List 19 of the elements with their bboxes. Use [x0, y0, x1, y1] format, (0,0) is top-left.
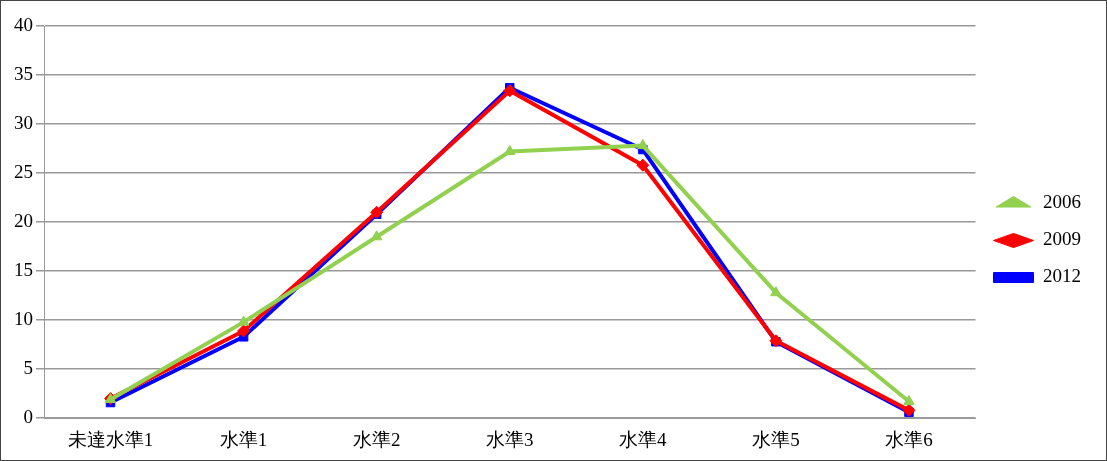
y-tick-label: 10: [14, 308, 33, 330]
x-tick-label: 水準3: [486, 428, 534, 450]
y-tick-label: 15: [14, 259, 33, 281]
x-tick-label: 水準4: [619, 428, 668, 450]
legend-label: 2009: [1043, 228, 1081, 250]
y-tick-label: 20: [14, 210, 33, 232]
y-tick-label: 0: [23, 406, 33, 428]
y-tick-label: 35: [14, 63, 33, 85]
x-tick-label: 水準6: [885, 428, 933, 450]
legend-label: 2006: [1043, 191, 1081, 213]
x-tick-label: 水準5: [752, 428, 800, 450]
legend-label: 2012: [1043, 265, 1081, 287]
x-tick-label: 未達水準1: [67, 428, 154, 450]
y-tick-label: 25: [14, 161, 33, 183]
y-tick-label: 5: [23, 357, 33, 379]
x-tick-label: 水準1: [219, 428, 268, 450]
y-tick-label: 30: [14, 112, 33, 134]
x-tick-label: 水準2: [352, 428, 401, 450]
y-tick-label: 40: [14, 13, 33, 35]
